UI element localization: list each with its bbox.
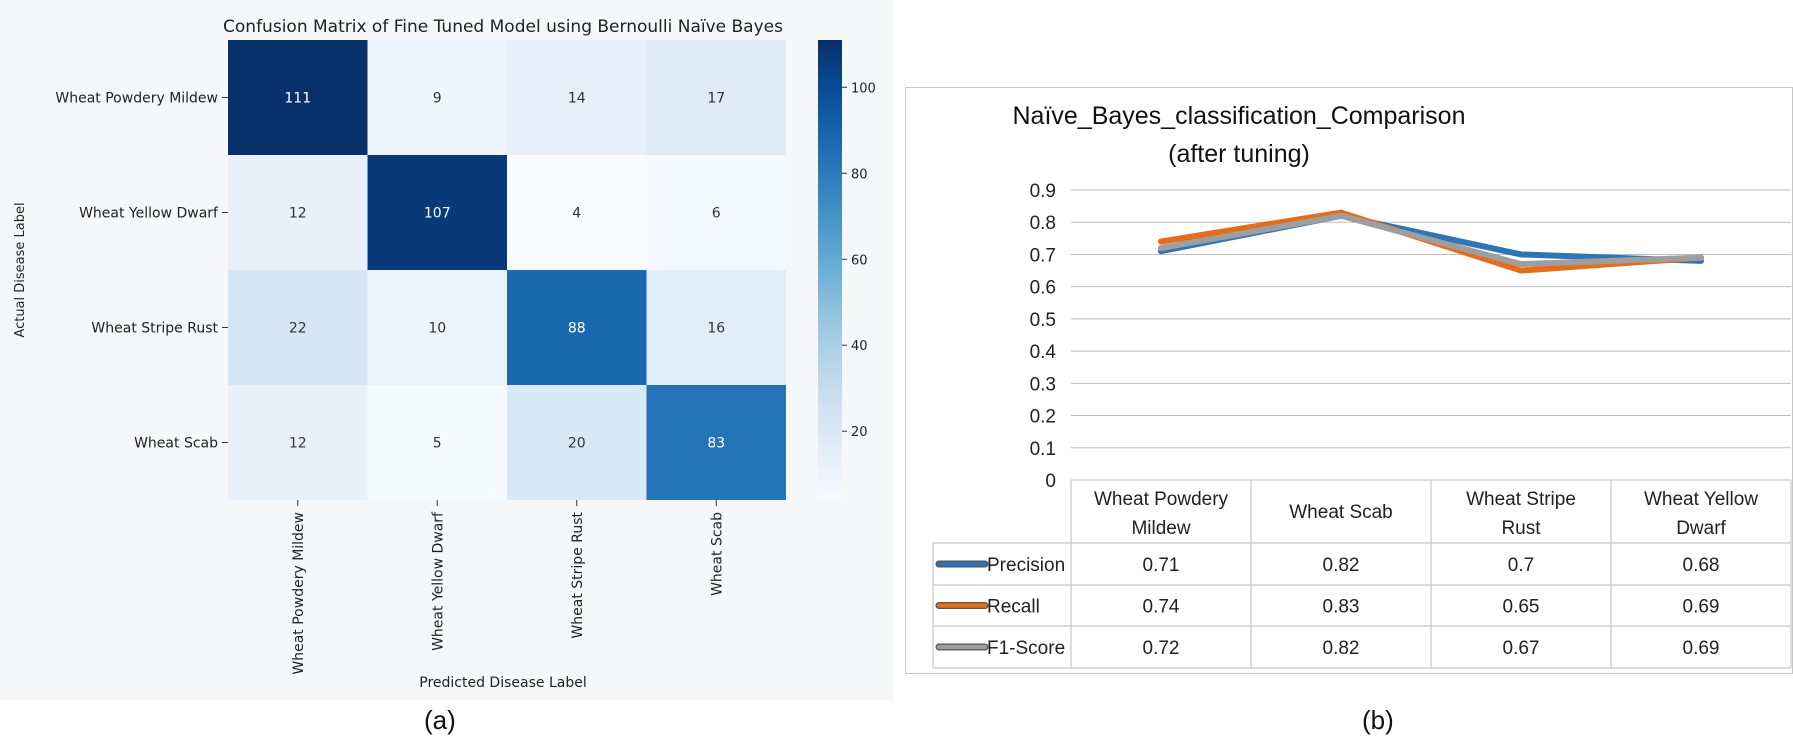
cell-value-label: 22 bbox=[289, 321, 307, 337]
chart-title: Confusion Matrix of Fine Tuned Model usi… bbox=[223, 17, 783, 37]
colorbar-tick-label: 80 bbox=[851, 167, 868, 182]
table-category-header: Wheat Powdery Mildew bbox=[1094, 489, 1229, 539]
table-value: 0.68 bbox=[1683, 555, 1720, 576]
cell-value-label: 4 bbox=[572, 206, 581, 222]
chart-subtitle: (after tuning) bbox=[1168, 140, 1310, 168]
y-tick-label: Wheat Stripe Rust bbox=[91, 321, 218, 337]
table-value: 0.65 bbox=[1503, 597, 1540, 618]
table-value: 0.82 bbox=[1323, 555, 1360, 576]
x-tick-label: Wheat Scab bbox=[709, 512, 725, 596]
cell-value-label: 14 bbox=[568, 91, 586, 107]
legend-label: Recall bbox=[987, 597, 1040, 618]
y-tick-label: 0.7 bbox=[1030, 245, 1056, 266]
y-tick-label: Wheat Yellow Dwarf bbox=[79, 206, 219, 222]
comparison-line-chart: Naïve_Bayes_classification_Comparison (af… bbox=[932, 102, 1792, 669]
x-tick-label: Wheat Powdery Mildew bbox=[291, 512, 307, 675]
colorbar-tick-label: 20 bbox=[851, 425, 868, 440]
heatmap-cell bbox=[228, 40, 368, 155]
table-value: 0.83 bbox=[1323, 597, 1360, 618]
y-tick-label: 0.9 bbox=[1030, 181, 1056, 202]
heatmap-cell bbox=[228, 270, 368, 385]
confusion-matrix-chart: Confusion Matrix of Fine Tuned Model usi… bbox=[13, 17, 876, 691]
table-value: 0.71 bbox=[1143, 555, 1180, 576]
caption-b: (b) bbox=[1362, 705, 1394, 735]
x-tick-label: Wheat Yellow Dwarf bbox=[430, 511, 446, 651]
heatmap-cell bbox=[646, 40, 786, 155]
cell-value-label: 6 bbox=[712, 206, 721, 222]
cell-value-label: 107 bbox=[424, 206, 451, 222]
legend-label: F1-Score bbox=[987, 638, 1065, 659]
y-tick-label: 0 bbox=[1045, 471, 1056, 492]
cell-value-label: 16 bbox=[707, 321, 725, 337]
y-tick-label: 0.6 bbox=[1030, 278, 1056, 299]
cell-value-label: 9 bbox=[433, 91, 442, 107]
heatmap-cell bbox=[646, 270, 786, 385]
x-axis-label: Predicted Disease Label bbox=[419, 675, 586, 691]
heatmap-cell bbox=[367, 385, 507, 500]
colorbar-tick-label: 100 bbox=[851, 81, 876, 96]
comparison-chart-panel: Naïve_Bayes_classification_Comparison (af… bbox=[905, 87, 1793, 674]
heatmap-cell bbox=[507, 270, 647, 385]
heatmap-cell bbox=[228, 155, 368, 270]
heatmap-cell bbox=[646, 385, 786, 500]
table-value: 0.67 bbox=[1503, 638, 1540, 659]
heatmap-cell bbox=[228, 385, 368, 500]
x-tick-label: Wheat Stripe Rust bbox=[570, 511, 586, 638]
y-tick-label: Wheat Scab bbox=[134, 436, 218, 452]
y-axis-label: Actual Disease Label bbox=[13, 202, 28, 337]
heatmap-cell bbox=[507, 40, 647, 155]
cell-value-label: 20 bbox=[568, 436, 586, 452]
series-line bbox=[1158, 212, 1704, 268]
heatmap-cell bbox=[367, 40, 507, 155]
table-value: 0.69 bbox=[1683, 597, 1720, 618]
cell-value-label: 12 bbox=[289, 436, 307, 452]
y-tick-label: 0.8 bbox=[1030, 213, 1056, 234]
chart-title: Naïve_Bayes_classification_Comparison bbox=[1012, 102, 1465, 130]
y-tick-label: 0.1 bbox=[1030, 439, 1056, 460]
table-category-header: Wheat Scab bbox=[1289, 502, 1393, 523]
y-tick-label: Wheat Powdery Mildew bbox=[55, 91, 218, 107]
confusion-matrix-panel: Confusion Matrix of Fine Tuned Model usi… bbox=[0, 0, 893, 700]
y-tick-label: 0.2 bbox=[1030, 407, 1056, 428]
cell-value-label: 5 bbox=[433, 436, 442, 452]
heatmap-cell bbox=[507, 385, 647, 500]
table-value: 0.72 bbox=[1143, 638, 1180, 659]
colorbar-tick-label: 40 bbox=[851, 339, 868, 354]
cell-value-label: 111 bbox=[284, 91, 311, 107]
y-tick-label: 0.4 bbox=[1030, 342, 1057, 363]
heatmap-cell bbox=[367, 270, 507, 385]
table-value: 0.82 bbox=[1323, 638, 1360, 659]
table-category-header: Wheat Stripe Rust bbox=[1466, 489, 1576, 539]
cell-value-label: 10 bbox=[428, 321, 446, 337]
colorbar bbox=[818, 40, 842, 500]
y-tick-label: 0.5 bbox=[1030, 310, 1056, 331]
table-value: 0.69 bbox=[1683, 638, 1720, 659]
table-value: 0.7 bbox=[1508, 555, 1534, 576]
cell-value-label: 88 bbox=[568, 321, 586, 337]
table-category-header: Wheat Yellow Dwarf bbox=[1644, 489, 1758, 539]
heatmap-cell bbox=[367, 155, 507, 270]
cell-value-label: 17 bbox=[707, 91, 725, 107]
colorbar-tick-label: 60 bbox=[851, 253, 868, 268]
caption-a: (a) bbox=[424, 705, 456, 735]
cell-value-label: 83 bbox=[707, 436, 725, 452]
heatmap-cell bbox=[646, 155, 786, 270]
table-value: 0.74 bbox=[1143, 597, 1180, 618]
y-tick-label: 0.3 bbox=[1030, 374, 1056, 395]
cell-value-label: 12 bbox=[289, 206, 307, 222]
heatmap-cell bbox=[507, 155, 647, 270]
legend-label: Precision bbox=[987, 555, 1065, 576]
